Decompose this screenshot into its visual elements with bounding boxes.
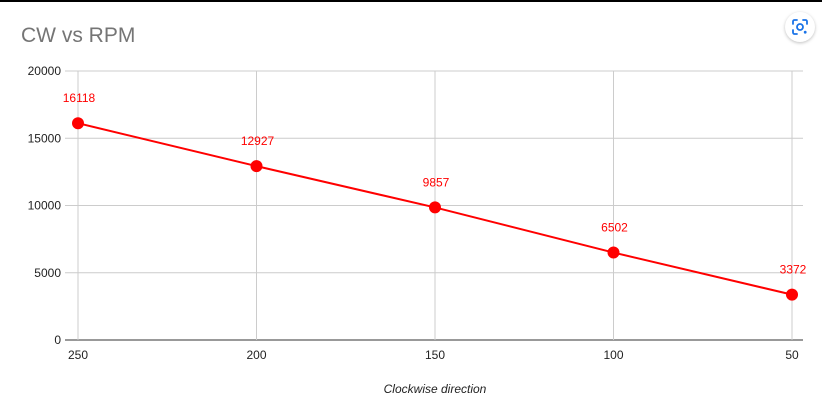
data-label: 12927 (241, 134, 275, 148)
x-axis-title: Clockwise direction (383, 382, 487, 396)
x-tick-label: 250 (68, 348, 88, 362)
data-point (72, 117, 84, 130)
data-point (429, 201, 441, 214)
lens-button[interactable] (785, 12, 815, 42)
data-label: 6502 (601, 221, 628, 235)
data-label: 3372 (780, 263, 807, 277)
x-tick-label: 200 (246, 348, 266, 362)
data-point (607, 246, 620, 259)
y-tick-label: 10000 (28, 199, 62, 213)
x-tick-label: 50 (785, 348, 799, 362)
x-tick-label: 150 (425, 348, 445, 362)
y-tick-label: 0 (54, 333, 61, 347)
data-label: 16118 (63, 91, 96, 105)
chart-title: CW vs RPM (21, 24, 136, 47)
x-tick-label: 100 (603, 348, 623, 362)
data-point (786, 288, 798, 301)
y-tick-label: 20000 (28, 64, 62, 78)
data-label: 9857 (423, 175, 450, 189)
google-lens-icon (792, 19, 808, 35)
y-tick-label: 15000 (28, 131, 62, 145)
y-tick-label: 5000 (34, 266, 61, 280)
top-border (0, 0, 822, 2)
data-point (250, 160, 263, 173)
